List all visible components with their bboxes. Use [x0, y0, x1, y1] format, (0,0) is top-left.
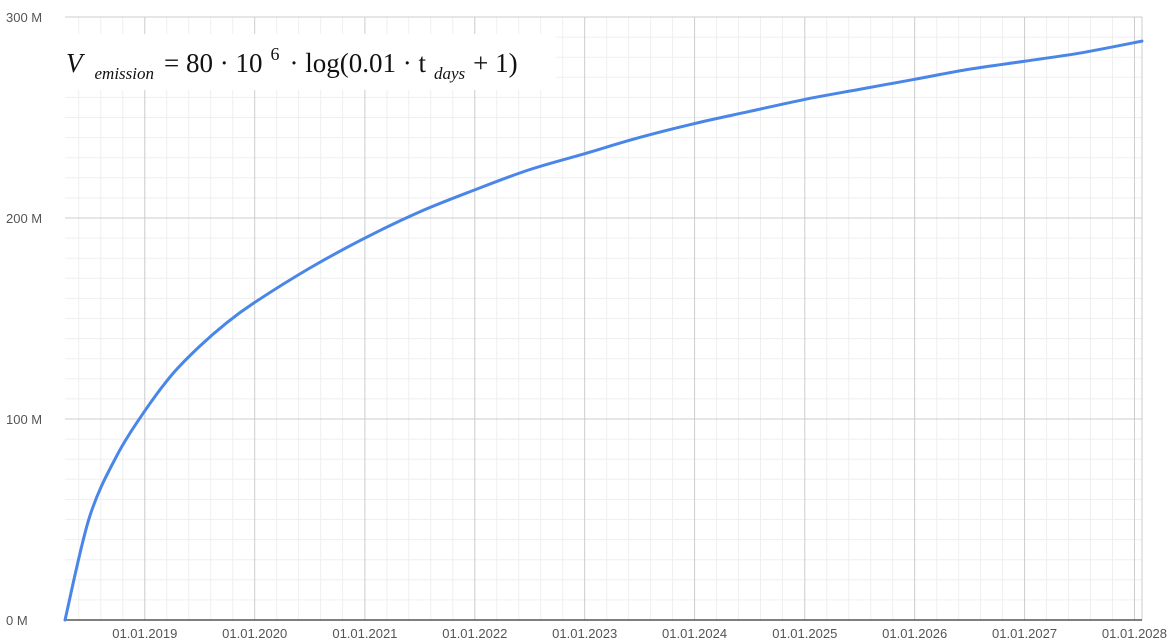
x-tick-label: 01.01.2027	[992, 626, 1057, 641]
y-tick-label: 0 M	[6, 613, 28, 628]
x-tick-label: 01.01.2024	[662, 626, 727, 641]
x-tick-label: 01.01.2028	[1102, 626, 1167, 641]
formula-v-subscript: emission	[95, 64, 155, 83]
formula-t-subscript: days	[434, 64, 466, 83]
y-tick-label: 200 M	[6, 211, 42, 226]
x-tick-label: 01.01.2023	[552, 626, 617, 641]
x-tick-label: 01.01.2019	[112, 626, 177, 641]
x-tick-label: 01.01.2022	[442, 626, 507, 641]
x-tick-label: 01.01.2020	[222, 626, 287, 641]
emission-series-line	[63, 39, 1144, 622]
major-gridlines	[65, 16, 1143, 620]
formula-background	[58, 34, 556, 90]
formula-v: V	[66, 48, 86, 78]
x-tick-label: 01.01.2026	[882, 626, 947, 641]
x-tick-label: 01.01.2021	[332, 626, 397, 641]
minor-gridlines	[65, 17, 1142, 620]
formula-exponent: 6	[270, 44, 279, 64]
x-axis-tick-labels: 01.01.2019 01.01.2020 01.01.2021 01.01.2022…	[112, 626, 1167, 641]
x-tick-label: 01.01.2025	[772, 626, 837, 641]
series-layer	[63, 39, 1144, 622]
formula-log: · log(0.01 · t	[289, 48, 426, 78]
y-axis-tick-labels: 0 M 100 M 200 M 300 M	[6, 10, 42, 628]
formula-equals: = 80 · 10	[164, 48, 262, 78]
y-tick-label: 100 M	[6, 412, 42, 427]
y-tick-label: 300 M	[6, 10, 42, 25]
formula-tail: + 1)	[473, 48, 517, 78]
